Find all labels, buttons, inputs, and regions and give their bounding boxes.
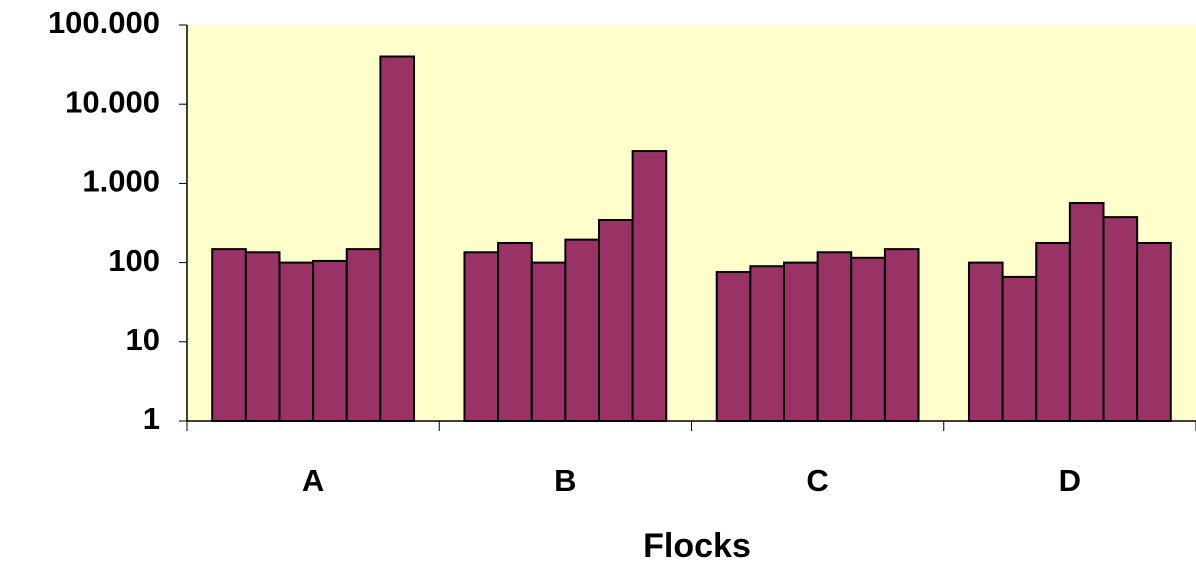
bar (883, 248, 920, 422)
x-tick-label: C (806, 463, 828, 498)
bar (1102, 216, 1139, 422)
y-tick-label: 1 (143, 401, 160, 436)
bar (850, 256, 886, 422)
y-tick-label: 100 (108, 243, 160, 278)
bar (816, 251, 853, 422)
bar (1001, 275, 1038, 422)
bar (1068, 202, 1105, 422)
bar (312, 259, 348, 422)
x-tick-label: B (554, 463, 576, 498)
y-tick-label: 100.000 (48, 5, 160, 40)
bar (598, 219, 634, 422)
bar (345, 248, 382, 422)
bar (463, 251, 500, 422)
bar (1035, 241, 1071, 422)
bar (1136, 241, 1172, 422)
bar (749, 265, 785, 422)
x-axis-label: Flocks (643, 527, 751, 564)
bar (782, 261, 819, 422)
bar (530, 261, 567, 422)
bar (211, 248, 247, 422)
bar (244, 251, 281, 422)
bar (379, 55, 416, 423)
y-tick-label: 10 (126, 322, 160, 357)
x-tick-label: D (1059, 463, 1081, 498)
y-tick-label: 1.000 (82, 164, 160, 199)
bar (631, 150, 668, 423)
bar (497, 241, 533, 422)
x-tick-label: A (302, 463, 324, 498)
y-tick-label: 10.000 (65, 84, 160, 119)
bar (715, 271, 752, 422)
bar (564, 238, 601, 422)
bar (278, 261, 315, 422)
bar (967, 261, 1004, 422)
